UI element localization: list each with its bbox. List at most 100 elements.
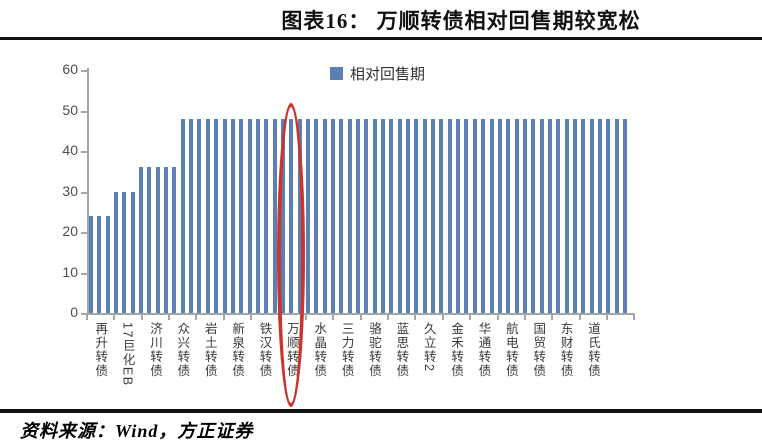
x-axis-tick: [469, 315, 472, 320]
x-axis-label-cell: 华通转债: [469, 322, 496, 408]
x-axis-label-cell: 铁汉转债: [250, 322, 277, 408]
bar: [364, 118, 369, 313]
x-axis-label: 三力转债: [339, 322, 354, 378]
x-axis-tick: [387, 315, 390, 320]
x-axis-label-cell: 再升转债: [86, 322, 113, 408]
bar: [247, 118, 252, 313]
x-axis-label: 水晶转债: [312, 322, 327, 378]
bar: [214, 118, 219, 313]
bar: [264, 118, 269, 313]
y-axis-tick-label: 10: [62, 263, 78, 280]
x-axis-tick: [195, 315, 198, 320]
bar: [239, 118, 244, 313]
y-axis-tick: [81, 232, 87, 234]
y-axis-tick: [81, 272, 87, 275]
bar: [322, 118, 327, 313]
legend: 相对回售期: [330, 63, 425, 84]
x-axis-label: 济川转债: [148, 322, 162, 378]
x-axis-label: 金禾转债: [449, 322, 464, 378]
page-title: 图表16： 万顺转债相对回售期较宽松: [281, 9, 641, 33]
bar: [556, 118, 561, 313]
x-axis-label: 国贸转债: [531, 322, 546, 378]
x-axis-label: 久立转2: [421, 322, 436, 373]
y-axis-tick-label: 0: [70, 304, 78, 320]
bar: [189, 118, 194, 313]
x-axis-label: 众兴转债: [175, 322, 190, 378]
bar: [205, 118, 210, 313]
y-axis-tick: [81, 70, 87, 72]
bar: [506, 118, 511, 313]
x-axis-tick: [496, 315, 499, 320]
bottom-divider: [0, 409, 762, 413]
x-axis-label-cell: 三力转债: [332, 322, 359, 408]
x-axis-tick: [250, 315, 253, 320]
bar: [456, 118, 461, 313]
bar: [372, 118, 377, 313]
bar: [614, 118, 619, 313]
bar: [347, 118, 352, 313]
bar: [581, 118, 586, 313]
bar-series: [89, 70, 627, 313]
bar: [589, 118, 594, 313]
bar: [414, 118, 419, 313]
bar: [439, 118, 444, 313]
x-axis-label: 岩土转债: [202, 322, 217, 378]
bar: [623, 118, 627, 313]
x-axis-label-cell: 国贸转债: [524, 322, 551, 408]
bar: [572, 118, 577, 313]
bar: [197, 118, 202, 313]
bar: [230, 118, 235, 313]
y-axis-tick: [81, 191, 87, 194]
x-axis-label-cell: 久立转2: [415, 322, 442, 408]
bar: [105, 215, 110, 313]
highlight-ellipse: [277, 103, 306, 407]
bar: [522, 118, 527, 313]
x-axis-tick: [633, 315, 636, 320]
x-axis-label-cell: 骆驼转债: [360, 322, 387, 408]
x-axis-label: 道氏转债: [586, 322, 600, 378]
legend-label: 相对回售期: [350, 66, 426, 83]
x-axis-label-cell: 济川转债: [141, 322, 168, 408]
y-axis-tick-label: 20: [62, 223, 78, 239]
x-axis-labels: 再升转债 17巨化EB 济川转债 众兴转债 岩土转债 新泉转债 铁汉转债 万顺转债 水晶转债 三力…: [86, 322, 606, 408]
bar: [447, 118, 452, 313]
bar: [155, 167, 160, 313]
bar: [130, 191, 135, 313]
bar: [472, 118, 477, 313]
bar: [172, 167, 177, 313]
x-axis-label: 骆驼转债: [367, 322, 381, 378]
bar: [339, 118, 344, 313]
x-axis-label: 铁汉转债: [257, 322, 272, 378]
title-divider: [0, 37, 762, 40]
x-axis-tick: [551, 315, 554, 320]
bar: [597, 118, 602, 313]
bar: [406, 118, 411, 313]
bar: [147, 167, 152, 313]
x-axis-tick: [578, 315, 581, 320]
x-axis-label: 再升转债: [93, 322, 108, 378]
x-axis-label: 航电转债: [503, 322, 518, 378]
x-axis-tick: [359, 315, 362, 320]
y-axis-tick-label: 50: [62, 101, 78, 118]
bar: [481, 118, 486, 313]
bar: [531, 118, 536, 313]
x-axis-label-cell: 新泉转债: [223, 322, 250, 408]
x-axis-label-cell: 蓝思转债: [387, 322, 414, 408]
bar: [97, 215, 102, 313]
bar: [164, 167, 169, 313]
bar: [497, 118, 502, 313]
bar: [330, 118, 335, 313]
x-axis-tick: [414, 315, 417, 320]
bar: [564, 118, 569, 313]
bar: [389, 118, 394, 313]
x-axis-tick: [168, 315, 171, 320]
bar: [381, 118, 386, 313]
bar: [222, 118, 227, 313]
legend-swatch-icon: [330, 67, 343, 80]
bar: [539, 118, 544, 313]
bar: [305, 118, 310, 313]
x-axis-label-cell: 17巨化EB: [113, 322, 140, 408]
x-axis-tick: [523, 315, 526, 320]
x-axis-tick: [86, 315, 88, 320]
x-axis-line: [86, 313, 635, 315]
